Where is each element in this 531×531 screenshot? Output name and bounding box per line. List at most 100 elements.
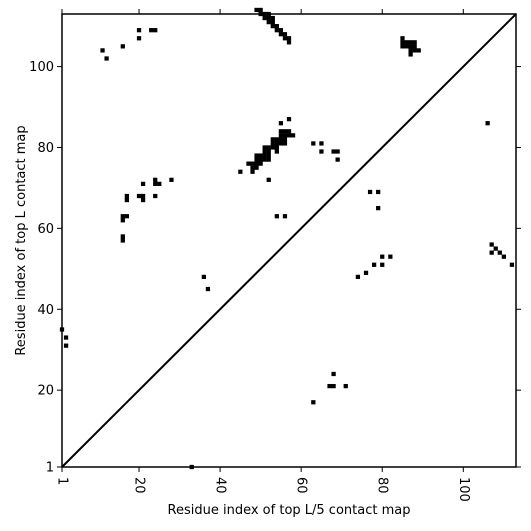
contact-point xyxy=(120,214,125,219)
contact-point xyxy=(63,335,69,340)
contact-point xyxy=(286,36,292,41)
contact-point xyxy=(404,40,409,45)
contact-point xyxy=(238,169,243,174)
contact-point xyxy=(266,177,271,182)
x-tick-label: 20 xyxy=(132,477,147,494)
contact-point xyxy=(290,133,296,138)
contact-point xyxy=(100,48,105,53)
contact-point xyxy=(367,189,373,195)
contact-point xyxy=(412,48,417,53)
contact-point xyxy=(149,28,154,33)
contact-point xyxy=(412,40,417,45)
contact-point xyxy=(416,48,421,53)
contact-point xyxy=(343,383,348,389)
contact-point xyxy=(282,137,288,142)
contact-point xyxy=(270,19,275,25)
contact-point xyxy=(136,36,142,41)
y-tick-label: 80 xyxy=(37,141,54,156)
plot-frame xyxy=(61,13,517,468)
contact-point xyxy=(153,177,158,182)
contact-point xyxy=(136,28,142,33)
contact-point xyxy=(254,157,259,162)
contact-point xyxy=(278,121,284,126)
contact-point xyxy=(404,44,409,49)
contact-point xyxy=(278,28,284,33)
contact-point xyxy=(408,44,413,49)
contact-point xyxy=(153,193,158,199)
contact-point xyxy=(493,246,498,251)
contact-point xyxy=(311,400,316,405)
contact-point xyxy=(153,28,158,33)
contact-point xyxy=(124,214,129,219)
contact-point xyxy=(266,15,271,21)
contact-point xyxy=(254,7,259,13)
contact-point xyxy=(120,238,125,243)
contact-point xyxy=(120,44,125,49)
contact-point xyxy=(286,129,292,134)
contact-point xyxy=(408,48,413,53)
contact-point xyxy=(254,153,259,158)
contact-point xyxy=(140,193,146,199)
contact-point xyxy=(124,193,129,199)
contact-point xyxy=(489,242,494,247)
contact-point xyxy=(388,254,393,259)
contact-point xyxy=(270,24,275,29)
contact-point xyxy=(120,234,125,239)
contact-point xyxy=(376,206,381,211)
contact-point xyxy=(319,149,324,154)
contact-point xyxy=(274,145,279,150)
x-axis-label: Residue index of top L/5 contact map xyxy=(168,503,411,518)
contact-point xyxy=(169,177,174,182)
contact-point xyxy=(278,141,284,146)
contact-point xyxy=(335,157,340,162)
contact-point xyxy=(282,129,288,134)
y-tick-label: 40 xyxy=(37,303,54,318)
contact-point xyxy=(266,157,271,162)
contact-point xyxy=(274,28,279,33)
contact-point xyxy=(335,149,340,154)
contact-point xyxy=(286,117,292,122)
contact-point xyxy=(266,19,271,25)
contact-point xyxy=(412,44,417,49)
contact-point xyxy=(380,262,385,267)
contact-point xyxy=(63,343,69,348)
contact-point xyxy=(408,52,413,57)
contact-point xyxy=(157,181,162,186)
contact-point xyxy=(286,40,292,45)
contact-point xyxy=(327,383,332,389)
contact-point xyxy=(485,121,490,126)
contact-point xyxy=(262,153,267,158)
contact-point xyxy=(250,169,255,174)
contact-point xyxy=(274,214,279,219)
contact-point xyxy=(246,161,251,166)
contact-point xyxy=(278,137,284,142)
contact-point xyxy=(262,149,267,154)
contact-point xyxy=(400,40,405,45)
y-tick-label: 100 xyxy=(29,60,54,75)
contact-point xyxy=(270,141,275,146)
contact-point xyxy=(262,157,267,162)
contact-point xyxy=(274,137,279,142)
x-tick-label: 60 xyxy=(294,477,309,494)
contact-point xyxy=(140,181,146,186)
contact-point xyxy=(319,141,324,146)
contact-point xyxy=(270,15,275,21)
contact-point xyxy=(497,250,502,255)
contact-point xyxy=(278,32,284,37)
contact-point xyxy=(120,218,125,223)
contact-point xyxy=(282,141,288,146)
contact-point xyxy=(124,197,129,203)
contact-point xyxy=(380,254,385,259)
x-tick-label: 100 xyxy=(456,477,471,502)
contact-point xyxy=(363,270,369,275)
contact-point xyxy=(282,32,288,37)
y-axis-label: Residue index of top L contact map xyxy=(14,125,29,355)
contact-point xyxy=(282,36,288,41)
contact-point xyxy=(372,262,377,267)
contact-point xyxy=(250,161,255,166)
contact-point xyxy=(282,214,288,219)
contact-point xyxy=(400,44,405,49)
contact-point xyxy=(489,250,494,255)
contact-point xyxy=(282,133,288,138)
x-tick-label: 40 xyxy=(213,477,228,494)
